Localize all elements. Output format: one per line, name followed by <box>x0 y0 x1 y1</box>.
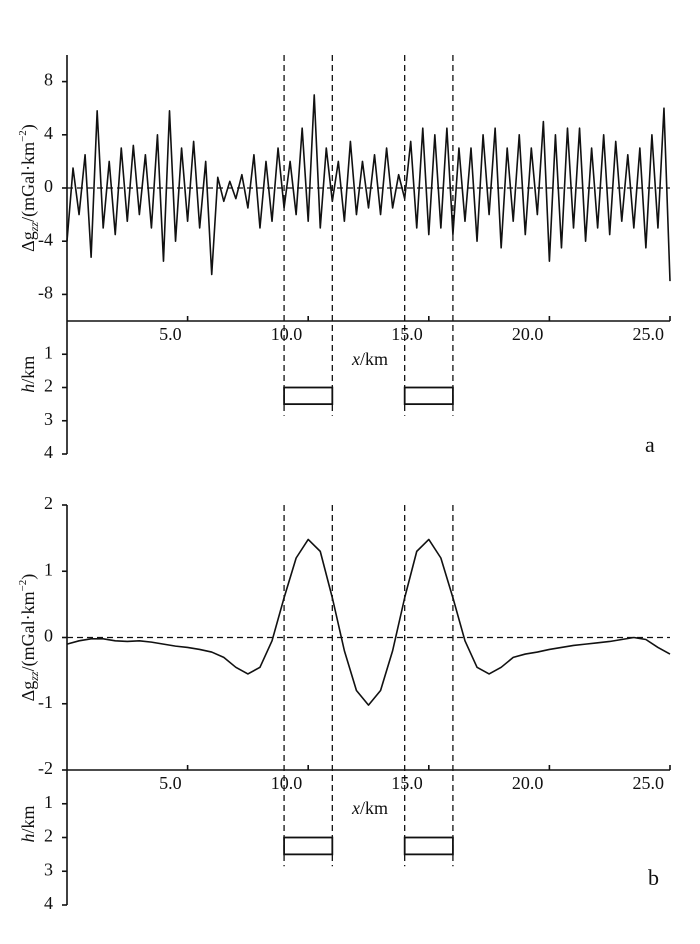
x-tick-label: 20.0 <box>512 324 544 344</box>
data-line <box>66 94 671 282</box>
y-tick-label: 0 <box>44 176 53 196</box>
h-axis-label-unit: /km <box>18 356 38 384</box>
y-axis-label-part: /(mGal·km <box>18 591 39 671</box>
y-tick-label: 4 <box>44 123 53 143</box>
h-tick-label: 1 <box>44 342 53 362</box>
y-axis-label-part: ) <box>18 124 39 130</box>
data-line <box>66 538 671 706</box>
y-tick-label: -2 <box>38 758 53 778</box>
body <box>283 386 334 406</box>
panel-label: b <box>648 865 659 890</box>
x-tick-label: 15.0 <box>391 773 423 793</box>
x-axis-label-unit: /km <box>360 349 388 369</box>
h-tick-label: 1 <box>44 792 53 812</box>
h-tick-label: 4 <box>44 442 53 462</box>
x-tick-label: 10.0 <box>271 773 303 793</box>
h-tick-label: 3 <box>44 409 53 429</box>
x-tick-label: 5.0 <box>159 324 182 344</box>
y-axis-label-part: zz <box>27 671 41 682</box>
y-axis-label: Δgzz/(mGal·km−2) <box>17 124 41 252</box>
h-axis-label-var: h <box>18 834 38 843</box>
y-axis-label-part: zz <box>27 222 41 233</box>
x-tick-label: 15.0 <box>391 324 423 344</box>
x-axis-label-unit: /km <box>360 798 388 818</box>
x-tick-label: 25.0 <box>633 324 665 344</box>
y-tick-label: -4 <box>38 229 53 249</box>
body <box>403 836 454 856</box>
y-tick-label: -8 <box>38 283 53 303</box>
x-axis-label: x/km <box>351 349 388 369</box>
h-tick-label: 4 <box>44 893 53 913</box>
y-tick-label: 8 <box>44 70 53 90</box>
h-axis-label: h/km <box>18 356 38 393</box>
x-axis-label: x/km <box>351 798 388 818</box>
x-axis-label-var: x <box>351 349 360 369</box>
body <box>403 386 454 406</box>
x-tick-label: 5.0 <box>159 773 182 793</box>
x-tick-label: 20.0 <box>512 773 544 793</box>
y-axis-label-part: /(mGal·km <box>18 142 39 222</box>
h-axis-label: h/km <box>18 805 38 842</box>
h-axis-label-unit: /km <box>18 805 38 833</box>
y-axis-label-part: ) <box>18 574 39 580</box>
y-tick-label: 2 <box>44 493 53 513</box>
body <box>283 836 334 856</box>
y-axis-label-part: Δg <box>18 681 38 702</box>
y-axis-label: Δgzz/(mGal·km−2) <box>17 574 41 702</box>
y-axis-label-part: Δg <box>18 231 38 252</box>
panel-label: a <box>645 432 655 457</box>
x-axis-label-var: x <box>351 798 360 818</box>
y-tick-label: 1 <box>44 559 53 579</box>
x-tick-label: 25.0 <box>633 773 665 793</box>
h-tick-label: 2 <box>44 826 53 846</box>
y-tick-label: 0 <box>44 626 53 646</box>
h-axis-label-var: h <box>18 384 38 393</box>
y-tick-label: -1 <box>38 692 53 712</box>
h-tick-label: 3 <box>44 859 53 879</box>
y-axis-label-part: −2 <box>17 130 29 142</box>
x-tick-label: 10.0 <box>271 324 303 344</box>
h-tick-label: 2 <box>44 376 53 396</box>
y-axis-label-part: −2 <box>17 580 29 592</box>
